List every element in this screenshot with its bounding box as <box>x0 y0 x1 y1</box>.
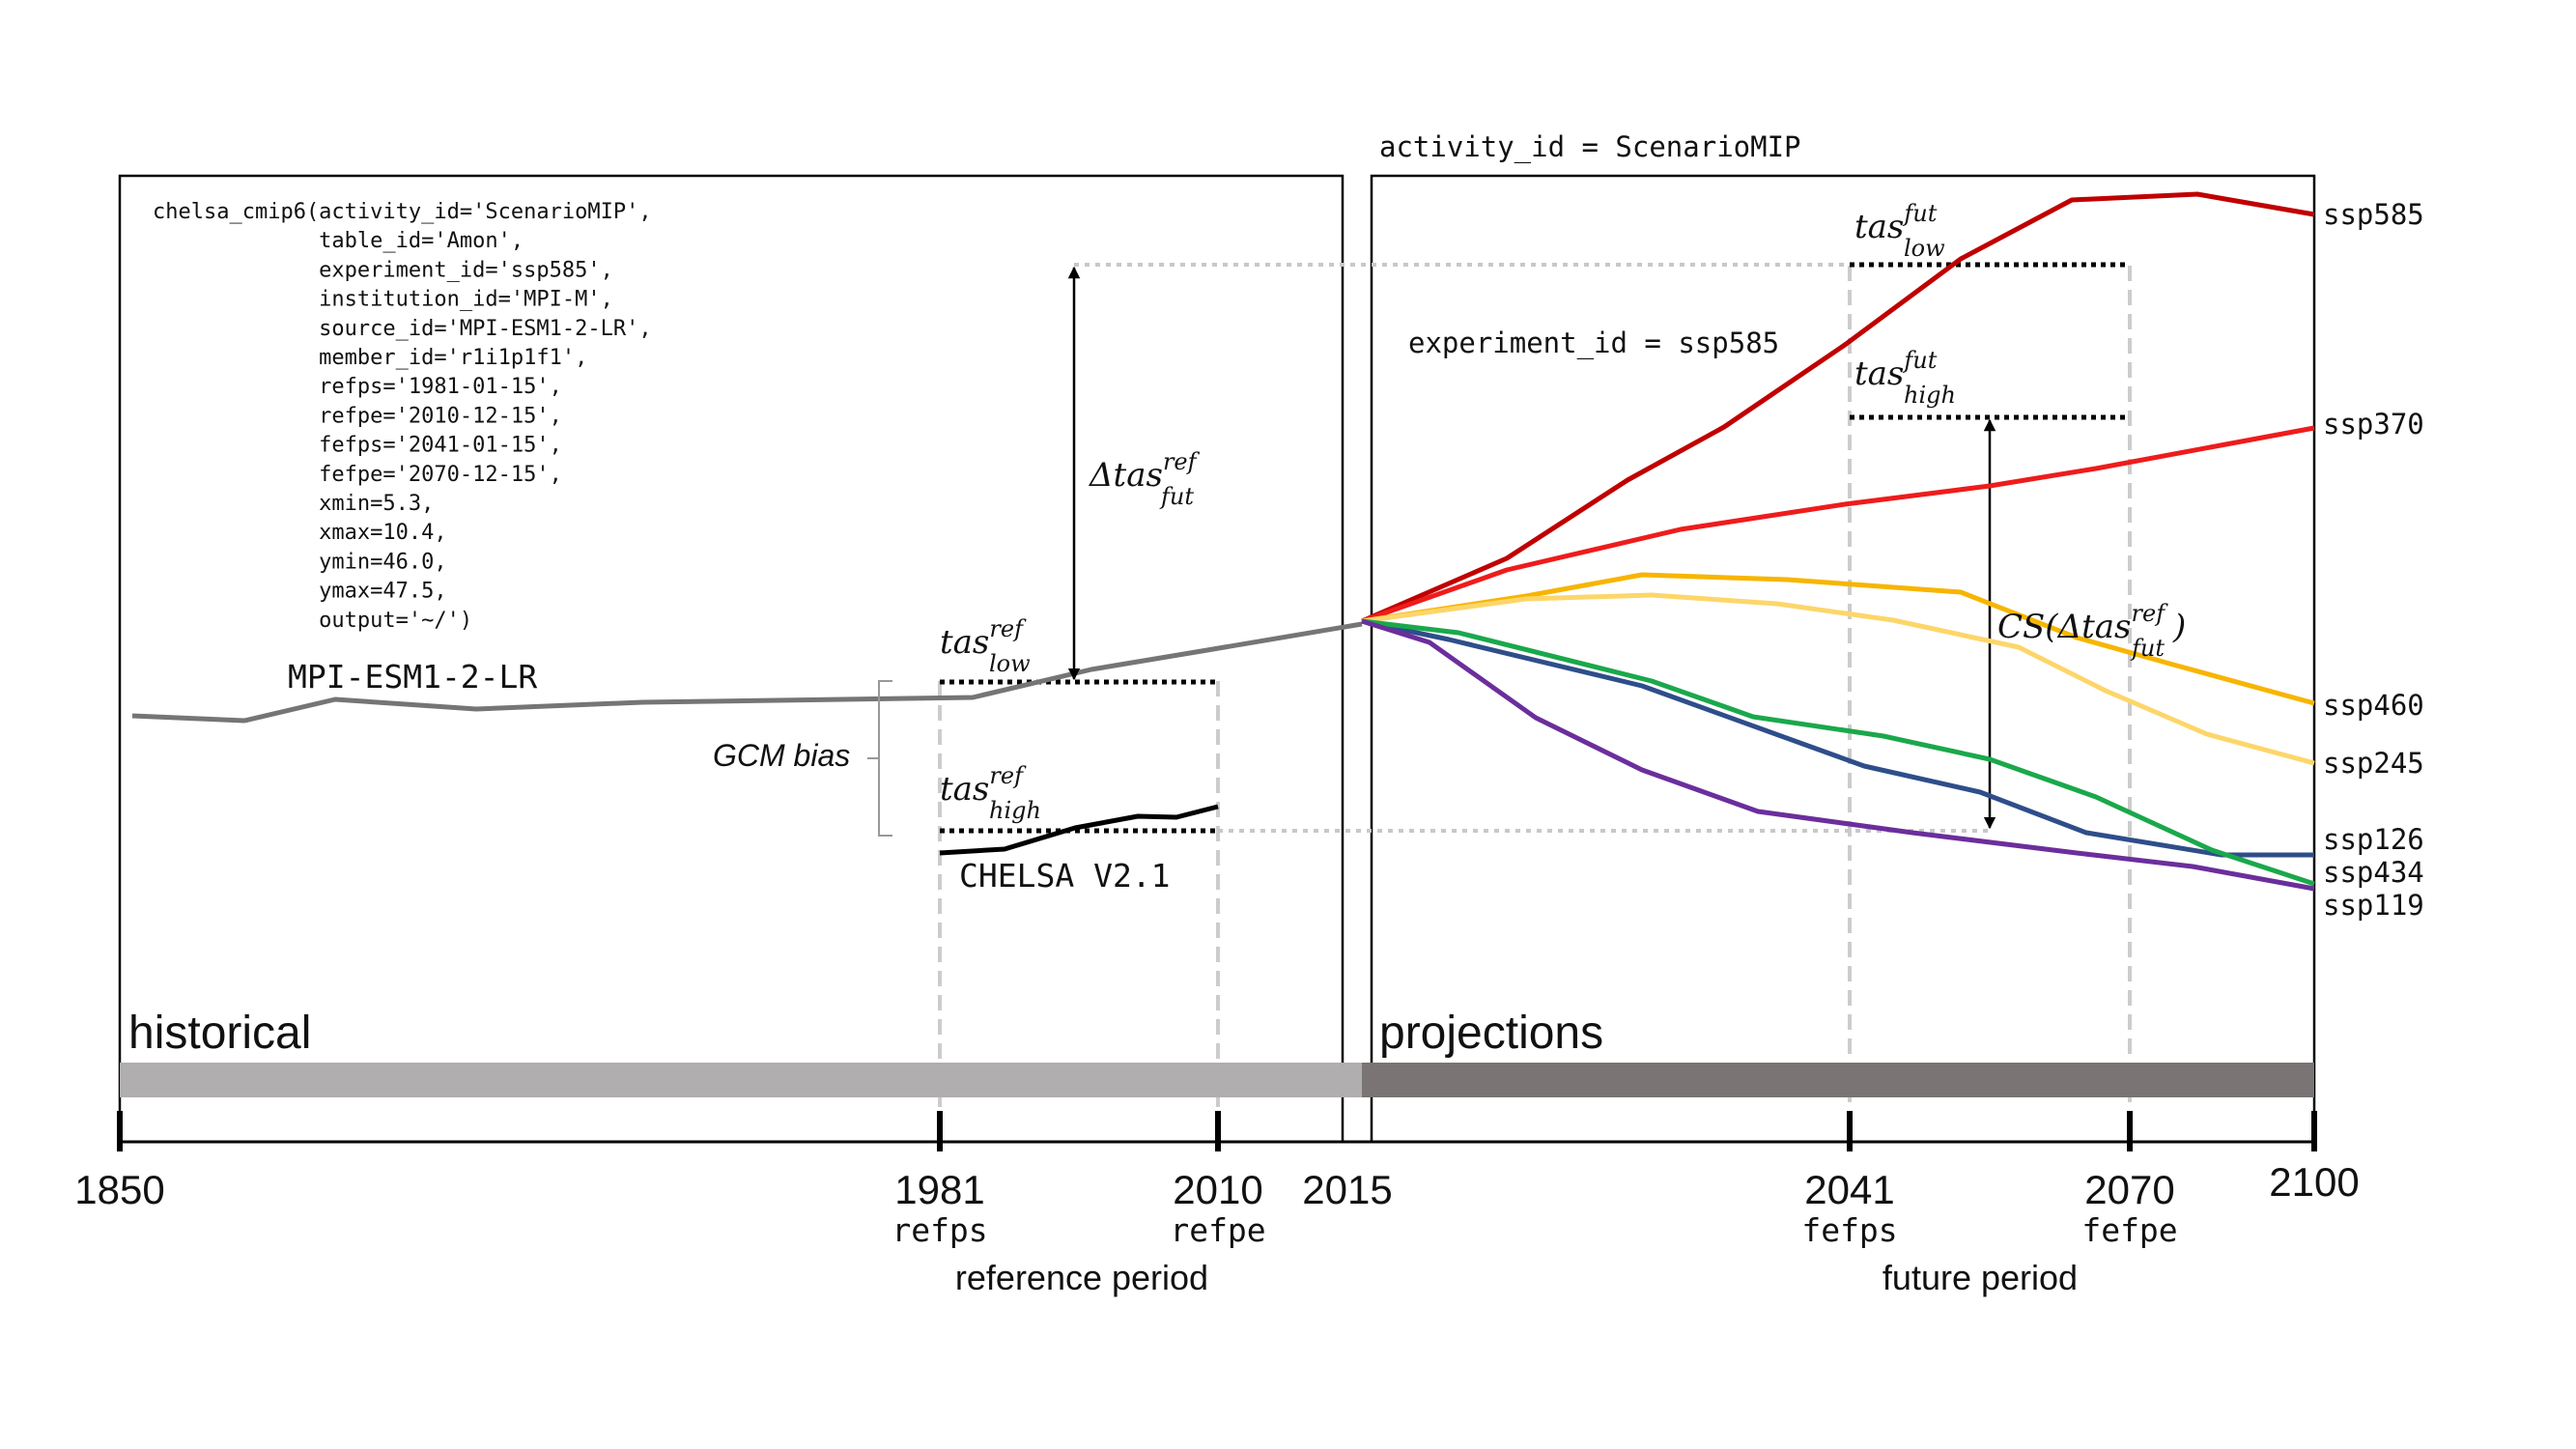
code-line: ymax=47.5, <box>153 580 447 604</box>
historical-label: historical <box>128 1008 311 1059</box>
future-period-label: future period <box>1882 1258 2078 1297</box>
gcm-bias-label: GCM bias <box>713 738 850 773</box>
ssp119-line <box>1361 618 2315 892</box>
code-line: ymin=46.0, <box>153 550 447 574</box>
level-guides <box>1074 263 1990 833</box>
projection-band <box>1362 1063 2314 1097</box>
axis-year-label: 2070 <box>2084 1167 2174 1212</box>
code-line: fefpe='2070-12-15', <box>153 463 562 487</box>
ssp460-line <box>1361 572 2315 706</box>
code-line: output='~/') <box>153 609 472 633</box>
ssp245-label: ssp245 <box>2323 747 2424 780</box>
chelsa-observed-line <box>939 804 1219 856</box>
chelsa-label: CHELSA V2.1 <box>959 857 1171 895</box>
scenario-lines <box>1361 191 2315 892</box>
axis-param-label: fefpe <box>2081 1211 2177 1249</box>
code-line: member_id='r1i1p1f1', <box>153 346 587 370</box>
ssp585-line <box>1361 191 2315 624</box>
projections-panel <box>1370 174 2316 1144</box>
code-line: source_id='MPI-ESM1-2-LR', <box>153 317 652 341</box>
scenario-labels: ssp585 ssp370 ssp460 ssp245 ssp126 ssp43… <box>2323 198 2424 922</box>
axis-year-label: 2015 <box>1302 1167 1392 1212</box>
ssp460-label: ssp460 <box>2323 689 2424 722</box>
ssp245-line <box>1361 592 2315 766</box>
code-line: fefps='2041-01-15', <box>153 434 562 458</box>
axis-param-label: refps <box>892 1211 987 1249</box>
ssp370-label: ssp370 <box>2323 408 2424 440</box>
axis-param-label: refpe <box>1170 1211 1265 1249</box>
ssp119-label: ssp119 <box>2323 889 2424 922</box>
code-line: chelsa_cmip6(activity_id='ScenarioMIP', <box>153 200 652 224</box>
code-line: institution_id='MPI-M', <box>153 288 613 312</box>
historical-band <box>120 1063 1362 1097</box>
delta-tas-ref-fut-label: Δtasref fut <box>1088 448 1201 510</box>
ssp126-line <box>1361 618 2314 858</box>
tas-ref-high-label: tasref high <box>940 762 1041 824</box>
ssp370-line <box>1361 425 2315 624</box>
model-historical-line <box>131 621 1363 724</box>
code-line: table_id='Amon', <box>153 229 524 253</box>
tas-fut-low-label: tasfut low <box>1854 200 1945 262</box>
ssp434-line <box>1361 618 2315 887</box>
period-guides <box>938 266 2132 1142</box>
code-block: chelsa_cmip6(activity_id='ScenarioMIP', … <box>153 200 652 633</box>
tas-fut-high-label: tasfut high <box>1854 347 1956 409</box>
axis-param-label: fefps <box>1801 1211 1897 1249</box>
ssp126-label: ssp126 <box>2323 823 2424 856</box>
tas-ref-low-label: tasref low <box>940 615 1031 677</box>
axis-year-label: 1850 <box>74 1167 164 1212</box>
axis-year-label: 2010 <box>1173 1167 1262 1212</box>
axis-year-label: 2100 <box>2269 1159 2359 1205</box>
ssp434-label: ssp434 <box>2323 856 2424 889</box>
code-line: xmin=5.3, <box>153 492 434 516</box>
gcm-bias-bracket <box>867 680 892 837</box>
cs-delta-tas-label: CS(Δtasref fut) <box>1997 600 2186 662</box>
experiment-id-label: experiment_id = ssp585 <box>1408 327 1779 360</box>
projections-label: projections <box>1379 1008 1603 1059</box>
axis-year-label: 1981 <box>894 1167 984 1212</box>
code-line: refpe='2010-12-15', <box>153 404 562 428</box>
ssp585-label: ssp585 <box>2323 198 2424 231</box>
model-name-label: MPI-ESM1-2-LR <box>288 658 537 696</box>
level-lines <box>940 262 2130 834</box>
reference-period-label: reference period <box>955 1258 1208 1297</box>
code-line: experiment_id='ssp585', <box>153 258 613 282</box>
code-line: refps='1981-01-15', <box>153 375 562 399</box>
math-labels: tasref low tasref high Δtasref fut tasfut lo… <box>940 200 2186 824</box>
activity-id-label: activity_id = ScenarioMIP <box>1379 130 1801 164</box>
code-line: xmax=10.4, <box>153 521 447 545</box>
axis-year-label: 2041 <box>1804 1167 1894 1212</box>
